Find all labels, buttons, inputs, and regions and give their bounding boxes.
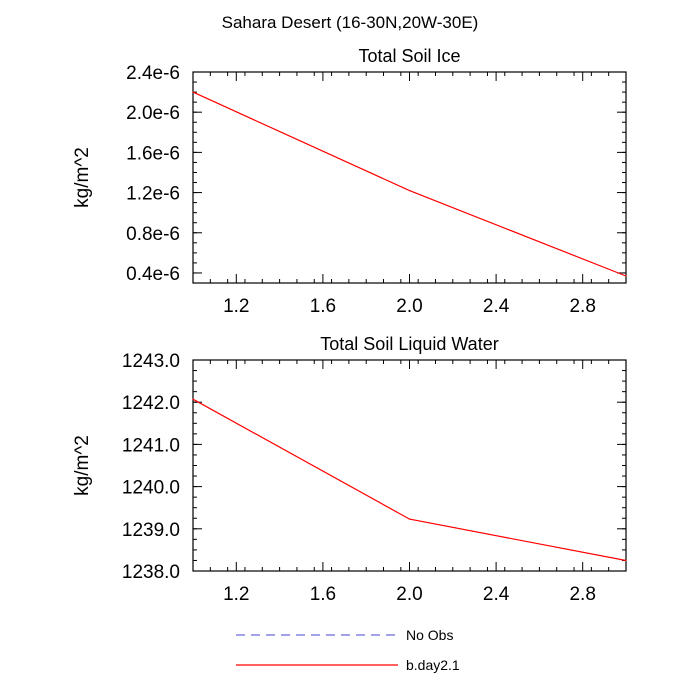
y-tick-label: 2.4e-6 xyxy=(126,63,180,84)
chart-title: Total Soil Liquid Water xyxy=(320,334,498,354)
data-point xyxy=(192,398,194,400)
legend: No Obs b.day2.1 xyxy=(236,627,460,673)
y-axis-label: kg/m^2 xyxy=(72,147,93,208)
y-tick-label: 1243.0 xyxy=(122,351,180,372)
series-line xyxy=(192,91,627,277)
x-tick-label: 1.6 xyxy=(310,584,336,605)
x-tick-label: 1.2 xyxy=(223,296,249,317)
x-tick-label: 2.8 xyxy=(569,584,595,605)
legend-item: No Obs xyxy=(236,627,453,643)
plot-frame xyxy=(192,71,627,284)
y-tick-label: 1242.0 xyxy=(122,393,180,414)
y-tick-label: 1239.0 xyxy=(122,520,180,541)
data-point xyxy=(625,275,627,277)
x-tick-label: 2.0 xyxy=(396,296,422,317)
y-tick-label: 1240.0 xyxy=(122,478,180,499)
chart-panel-2: Total Soil Liquid Water kg/m^2 1.2 1.6 2.0 2.… xyxy=(72,334,627,605)
legend-item: b.day2.1 xyxy=(236,657,460,673)
y-tick-label: 1241.0 xyxy=(122,435,180,456)
x-tick-label: 2.8 xyxy=(569,296,595,317)
y-tick-label: 0.8e-6 xyxy=(126,224,180,245)
data-point xyxy=(408,189,411,192)
y-tick-label: 1.2e-6 xyxy=(126,184,180,205)
series-line xyxy=(192,398,627,562)
x-tick-label: 2.4 xyxy=(483,296,510,317)
page-title: Sahara Desert (16-30N,20W-30E) xyxy=(222,13,479,32)
x-tick-label: 2.0 xyxy=(396,584,422,605)
legend-label: b.day2.1 xyxy=(406,657,460,673)
y-axis-label: kg/m^2 xyxy=(72,435,93,496)
data-point xyxy=(625,559,627,562)
y-tick-label: 0.4e-6 xyxy=(126,264,180,285)
y-tick-label: 2.0e-6 xyxy=(126,103,180,124)
data-point xyxy=(192,91,194,93)
chart-title: Total Soil Ice xyxy=(358,46,460,66)
y-tick-label: 1238.0 xyxy=(122,562,180,583)
chart-panel-1: Total Soil Ice kg/m^2 1.2 1.6 2.0 2.4 2.8 0.4e-… xyxy=(72,46,627,317)
legend-label: No Obs xyxy=(406,627,453,643)
plot-frame xyxy=(192,359,627,572)
x-tick-label: 2.4 xyxy=(483,584,510,605)
y-tick-label: 1.6e-6 xyxy=(126,143,180,164)
data-point xyxy=(408,518,411,520)
x-tick-label: 1.6 xyxy=(310,296,336,317)
x-tick-label: 1.2 xyxy=(223,584,249,605)
